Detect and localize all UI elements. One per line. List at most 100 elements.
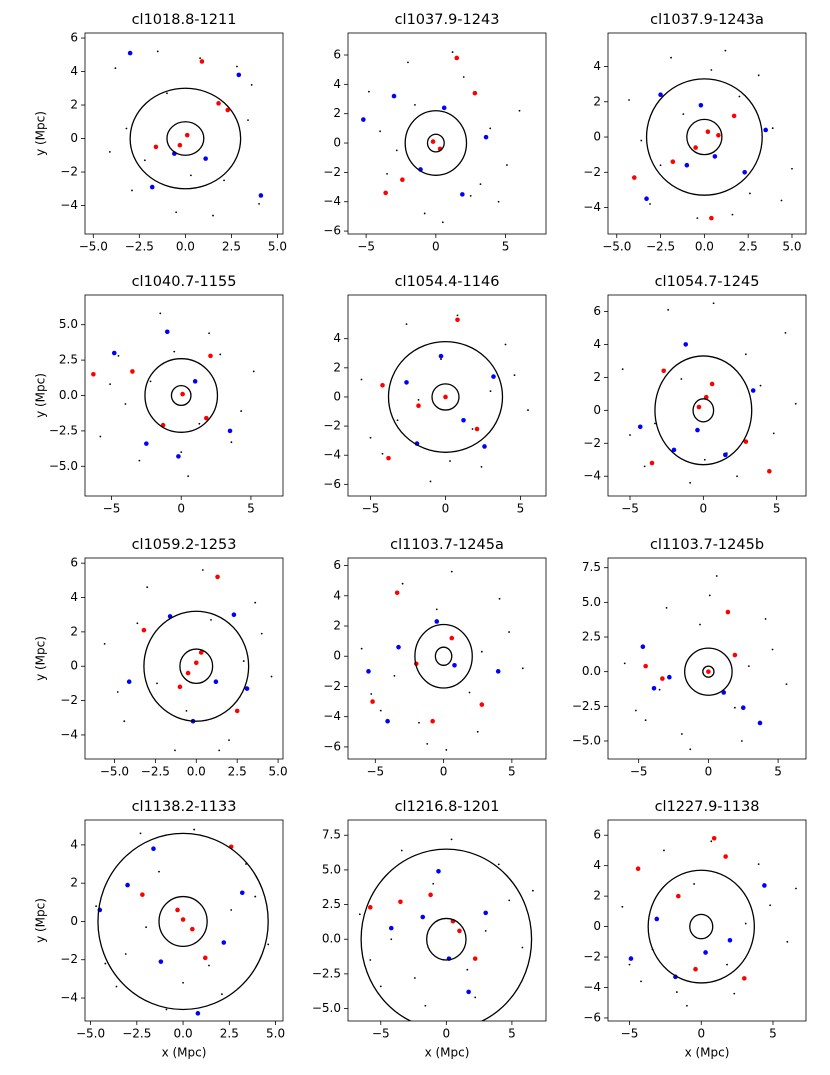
- panel-title: cl1103.7-1245a: [390, 537, 504, 553]
- point: [146, 586, 149, 589]
- point: [111, 350, 117, 356]
- point: [270, 675, 273, 678]
- y-tick-label: 2.5: [582, 630, 601, 644]
- x-tick-label: 5: [773, 502, 781, 516]
- point: [769, 904, 772, 907]
- point: [91, 371, 96, 377]
- point: [379, 709, 382, 712]
- point: [462, 76, 465, 78]
- point: [434, 619, 440, 624]
- point: [649, 460, 655, 466]
- point: [695, 427, 700, 433]
- y-tick-label: 2: [70, 624, 78, 638]
- point: [676, 893, 681, 899]
- point: [757, 720, 763, 726]
- plot-area: [108, 50, 264, 217]
- point: [426, 742, 429, 745]
- x-tick-label: 5.0: [266, 1027, 285, 1041]
- point: [418, 721, 420, 724]
- point: [212, 214, 214, 217]
- point: [430, 718, 435, 724]
- point: [466, 968, 469, 971]
- point: [395, 149, 398, 152]
- x-axis-label: x (Mpc): [162, 1046, 207, 1060]
- y-tick-label: −2: [583, 436, 601, 450]
- point: [794, 402, 797, 405]
- point: [199, 57, 202, 60]
- y-tick-label: 6: [333, 558, 341, 572]
- point: [680, 378, 683, 380]
- y-tick-label: −4: [583, 200, 601, 214]
- y-tick-label: 4: [333, 77, 341, 91]
- y-tick-label: 2.5: [59, 353, 78, 367]
- point: [660, 676, 665, 681]
- point: [726, 963, 728, 966]
- point: [686, 1004, 688, 1007]
- panel: cl1227.9-1138 −5 0 5 −6 −4 −2 0 2 4 6 x (Mpc): [583, 799, 807, 1060]
- y-tick-label: −6: [323, 739, 341, 753]
- point: [521, 946, 524, 949]
- point: [420, 914, 426, 920]
- point: [383, 190, 388, 196]
- point: [210, 618, 212, 621]
- point: [716, 132, 721, 138]
- y-tick-label: 0: [70, 659, 78, 673]
- point: [621, 905, 624, 908]
- point: [199, 59, 205, 64]
- point: [124, 953, 127, 955]
- point: [239, 890, 245, 896]
- point: [712, 154, 718, 159]
- y-tick-label: 4: [333, 331, 341, 345]
- point: [208, 353, 213, 359]
- point: [126, 679, 132, 684]
- point: [479, 702, 485, 707]
- x-tick-label: 2.5: [228, 765, 247, 779]
- point: [173, 350, 176, 353]
- x-tick-label: 5.0: [782, 240, 801, 254]
- point: [750, 388, 756, 393]
- x-tick-label: −5.0: [602, 240, 631, 254]
- y-tick-label: 5.0: [582, 595, 601, 609]
- point: [658, 92, 663, 98]
- y-axis-label: y (Mpc): [34, 636, 48, 681]
- y-tick-label: 0: [593, 403, 601, 417]
- point: [740, 705, 746, 711]
- point: [192, 379, 198, 384]
- point: [675, 991, 678, 993]
- point: [213, 679, 219, 684]
- point: [424, 1004, 427, 1007]
- point: [176, 454, 181, 459]
- point: [489, 127, 492, 130]
- x-tick-label: −5.0: [100, 765, 129, 779]
- point: [417, 398, 420, 401]
- point: [742, 169, 747, 175]
- point: [158, 870, 160, 873]
- point: [706, 669, 711, 674]
- point: [468, 691, 471, 694]
- point: [506, 164, 508, 166]
- point: [174, 749, 176, 752]
- y-tick-label: −4: [323, 709, 341, 723]
- panel: cl1103.7-1245b −5 0 5 −5.0 −2.5 0.0 2.5 5.0 7.5: [572, 537, 807, 779]
- point: [435, 608, 438, 611]
- point: [187, 475, 190, 478]
- point: [759, 384, 762, 387]
- point: [484, 929, 487, 932]
- point: [667, 674, 672, 680]
- y-tick-label: −2.5: [312, 966, 341, 980]
- point: [710, 840, 713, 843]
- y-tick-label: −2.5: [572, 699, 601, 713]
- point: [149, 380, 152, 383]
- point: [489, 390, 492, 393]
- point: [104, 962, 107, 965]
- y-tick-label: 7.5: [322, 828, 341, 842]
- point: [221, 993, 223, 996]
- point: [743, 439, 749, 444]
- radius-circle: [426, 917, 467, 961]
- panel-title: cl1037.9-1243: [395, 12, 500, 28]
- point: [225, 107, 231, 113]
- x-tick-label: 0: [442, 502, 450, 516]
- point: [709, 215, 714, 221]
- point: [99, 435, 102, 438]
